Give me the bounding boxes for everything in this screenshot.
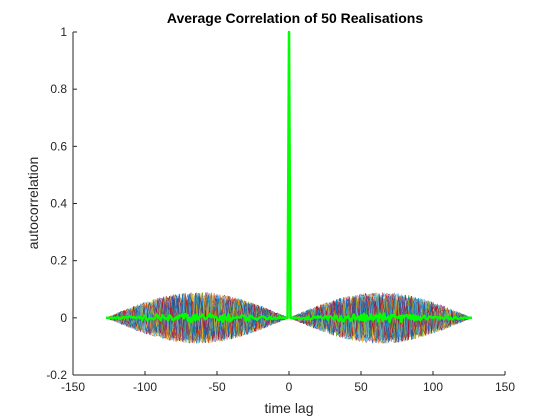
x-tick-label: -150 (61, 380, 85, 394)
chart-title: Average Correlation of 50 Realisations (167, 10, 423, 26)
x-ticks: -150 -100 -50 0 50 100 150 (61, 371, 515, 394)
x-tick-label: 150 (495, 380, 515, 394)
x-axis-label: time lag (264, 400, 313, 416)
y-axis-label: autocorrelation (25, 157, 41, 250)
x-tick-label: -50 (208, 380, 226, 394)
x-tick-label: 100 (423, 380, 443, 394)
y-ticks: -0.2 0 0.2 0.4 0.6 0.8 1 (46, 25, 77, 382)
y-tick-label: 0 (60, 311, 67, 325)
y-tick-label: 0.6 (50, 139, 67, 153)
x-tick-label: 50 (354, 380, 368, 394)
y-tick-label: -0.2 (46, 368, 67, 382)
average-line-group (106, 30, 472, 324)
y-tick-label: 1 (60, 25, 67, 39)
x-tick-label: -100 (133, 380, 157, 394)
y-tick-label: 0.4 (50, 197, 67, 211)
y-tick-label: 0.2 (50, 254, 67, 268)
x-tick-label: 0 (286, 380, 293, 394)
y-tick-label: 0.8 (50, 82, 67, 96)
average-line (106, 30, 472, 324)
